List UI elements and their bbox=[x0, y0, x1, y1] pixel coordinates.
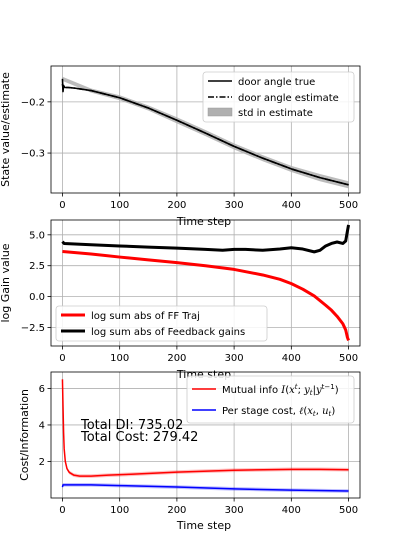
x-tick-label: 300 bbox=[225, 200, 244, 211]
legend-math-mi: ( bbox=[285, 385, 289, 396]
x-tick-label: 100 bbox=[110, 200, 129, 211]
axes-frame bbox=[50, 219, 361, 347]
legend-math-mi: t bbox=[295, 383, 298, 391]
legend-label: door angle estimate bbox=[238, 93, 339, 104]
series-line bbox=[61, 484, 349, 492]
legend-math-mi: t bbox=[310, 389, 313, 397]
legend-label: log sum abs of Feedback gains bbox=[91, 327, 245, 338]
ticks: 0 100 200 300 400 500 −2.5 0.0 2.5 5.0 bbox=[21, 230, 358, 364]
legend-math-mi: ) bbox=[335, 385, 339, 396]
legend-label: std in estimate bbox=[238, 108, 313, 119]
x-tick-label: 200 bbox=[167, 353, 186, 364]
x-axis-label: Time step bbox=[176, 519, 231, 532]
legend: door angle true door angle estimate std … bbox=[202, 71, 355, 123]
y-axis-label: State value/estimate bbox=[0, 72, 12, 187]
series-band bbox=[62, 377, 349, 478]
plot-area bbox=[61, 377, 349, 493]
y-tick-label: 2.5 bbox=[29, 261, 45, 272]
legend-math-mi: x bbox=[289, 385, 295, 396]
legend-math-mi: y bbox=[315, 385, 322, 396]
x-tick-label: 200 bbox=[167, 200, 186, 211]
x-tick-label: 200 bbox=[167, 505, 186, 516]
y-tick-label: 6 bbox=[39, 384, 45, 395]
y-tick-label: 2 bbox=[39, 457, 45, 468]
legend-label-mi: Mutual info I(xt; yt|yt−1) bbox=[222, 383, 339, 397]
x-tick-label: 0 bbox=[59, 353, 65, 364]
legend-math-cost: x bbox=[307, 406, 313, 417]
panel-state: 0 100 200 300 400 500 −0.3 −0.2 Time step State… bbox=[0, 65, 361, 228]
x-tick-label: 500 bbox=[339, 353, 358, 364]
x-tick-label: 100 bbox=[110, 353, 129, 364]
y-tick-label: −0.3 bbox=[21, 149, 45, 160]
x-tick-label: 0 bbox=[59, 200, 65, 211]
series-line bbox=[61, 83, 349, 186]
y-axis-label: log Gain value bbox=[0, 243, 12, 322]
x-tick-label: 0 bbox=[59, 505, 65, 516]
legend-math-mi: y bbox=[303, 385, 310, 396]
series-line bbox=[62, 250, 350, 341]
series-line bbox=[61, 224, 351, 254]
ticks: 0 100 200 300 400 500 −0.3 −0.2 bbox=[21, 97, 358, 211]
x-tick-label: 400 bbox=[282, 353, 301, 364]
axes-frame bbox=[50, 65, 361, 194]
y-tick-label: −2.5 bbox=[21, 323, 45, 334]
legend-label: log sum abs of FF Traj bbox=[91, 311, 200, 322]
legend-math-mi: t−1 bbox=[322, 383, 335, 391]
x-axis-label: Time step bbox=[176, 215, 231, 228]
legend-math-cost: t bbox=[329, 410, 332, 418]
annotation-total-cost: Total Cost: 279.42 bbox=[80, 430, 198, 445]
series-line bbox=[61, 379, 349, 477]
axes-frame bbox=[50, 371, 361, 499]
x-tick-label: 400 bbox=[282, 505, 301, 516]
y-tick-label: 0.0 bbox=[29, 292, 45, 303]
x-tick-label: 300 bbox=[225, 353, 244, 364]
x-tick-label: 500 bbox=[339, 200, 358, 211]
y-tick-label: −0.2 bbox=[21, 97, 45, 108]
legend-math-mi: ; bbox=[298, 385, 305, 396]
legend-math-cost: ℓ bbox=[299, 406, 303, 417]
annotation-total-di: Total DI: 735.02 bbox=[80, 418, 183, 433]
legend-math-cost: ) bbox=[331, 406, 335, 417]
y-axis-label: Cost/Information bbox=[18, 389, 31, 481]
legend-swatch-std bbox=[207, 107, 233, 117]
legend-box bbox=[202, 71, 355, 123]
legend-label-cost: Per stage cost, ℓ(xt, ut) bbox=[222, 406, 335, 418]
legend: log sum abs of FF Traj log sum abs of Fe… bbox=[55, 305, 268, 342]
x-tick-label: 100 bbox=[110, 505, 129, 516]
plot-area bbox=[61, 76, 349, 189]
plot-area bbox=[61, 224, 351, 341]
legend-label: door angle true bbox=[238, 77, 315, 88]
ticks: 0 100 200 300 400 500 2 4 6 bbox=[39, 384, 358, 516]
legend: Mutual info I(xt; yt|yt−1) Per stage cos… bbox=[186, 375, 355, 424]
y-tick-label: 4 bbox=[39, 420, 45, 431]
legend-math-cost: t bbox=[313, 410, 316, 418]
legend-math-cost: u bbox=[322, 406, 328, 417]
legend-math-cost: , bbox=[316, 406, 322, 417]
x-tick-label: 300 bbox=[225, 505, 244, 516]
x-tick-label: 500 bbox=[339, 505, 358, 516]
legend-math-cost: ( bbox=[303, 406, 307, 417]
legend-box bbox=[186, 375, 355, 424]
legend-label-text: Per stage cost, bbox=[222, 406, 299, 417]
panel-cost: 0 100 200 300 400 500 2 4 6 Time step Cost/Infor… bbox=[18, 371, 361, 532]
legend-label-text: Mutual info bbox=[222, 385, 281, 396]
legend-box bbox=[55, 305, 268, 342]
y-tick-label: 5.0 bbox=[29, 230, 45, 241]
legend-math-mi: | bbox=[313, 385, 316, 396]
legend-math-mi: I bbox=[280, 385, 286, 396]
x-tick-label: 400 bbox=[282, 200, 301, 211]
panel-gain: 0 100 200 300 400 500−2.50.02.55.0 Time step … bbox=[0, 219, 361, 381]
